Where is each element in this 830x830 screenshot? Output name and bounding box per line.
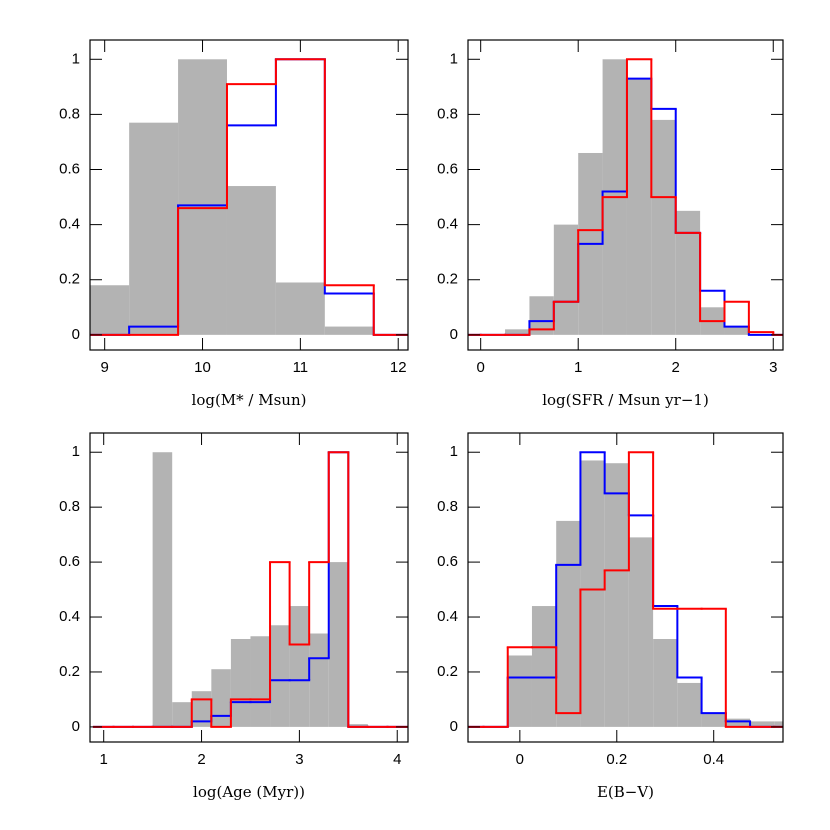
hist-bar	[556, 520, 581, 727]
y-tick-label: 0.8	[59, 498, 80, 515]
x-tick-label: 1	[100, 751, 108, 768]
x-axis-label: log(Age (Myr))	[193, 783, 305, 801]
y-tick-label: 0.2	[59, 271, 80, 288]
y-tick-label: 1	[450, 50, 458, 67]
y-tick-label: 0.2	[59, 663, 80, 680]
hist-bar	[507, 655, 532, 727]
x-tick-label: 0.4	[703, 751, 724, 768]
hist-bar	[172, 702, 192, 727]
hist-bar	[626, 78, 652, 335]
hist-bar	[677, 682, 702, 727]
y-tick-label: 0	[450, 718, 458, 735]
hist-bar	[289, 606, 310, 727]
x-tick-label: 2	[197, 751, 205, 768]
plot-area	[468, 58, 783, 336]
hist-bar	[505, 329, 530, 335]
hist-bar	[309, 633, 329, 727]
y-tick-label: 0.8	[437, 105, 458, 122]
y-tick-label: 0.8	[437, 498, 458, 515]
hist-bar	[725, 718, 751, 727]
frame	[467, 39, 784, 351]
y-tick-label: 1	[72, 50, 80, 67]
hist-bar	[226, 186, 276, 335]
hist-bar	[270, 625, 290, 727]
hist-bar	[152, 452, 173, 727]
hist-bar	[580, 460, 605, 727]
hist-bar	[651, 119, 676, 335]
y-tick-label: 0.2	[437, 663, 458, 680]
panel: 1 2 3 4 0 0.2 0.4 0.6 0.8 1 log(Age (Myr))	[59, 432, 409, 801]
hist-bar	[211, 669, 231, 727]
y-tick-label: 1	[72, 443, 80, 460]
hist-bar	[750, 721, 775, 727]
panel: 0 1 2 3 0 0.2 0.4 0.6 0.8 1 log(SFR / Msun yr−1)	[437, 39, 784, 409]
x-tick-label: 11	[293, 359, 309, 376]
x-tick-label: 0	[477, 359, 485, 376]
y-tick-label: 0.4	[59, 608, 80, 625]
x-axis-label: log(SFR / Msun yr−1)	[542, 391, 709, 409]
hist-bar	[250, 636, 271, 727]
y-tick-label: 0.4	[437, 608, 458, 625]
y-tick-label: 0	[72, 326, 80, 343]
frame	[89, 39, 409, 351]
hist-bar	[653, 639, 678, 727]
y-tick-label: 0.4	[437, 216, 458, 233]
x-tick-label: 2	[672, 359, 680, 376]
x-tick-label: 1	[574, 359, 582, 376]
plot-area	[92, 451, 408, 728]
y-tick-label: 0.6	[437, 553, 458, 570]
y-tick-label: 0.6	[437, 160, 458, 177]
y-tick-label: 1	[450, 443, 458, 460]
panel: 9 10 11 12 0 0.2 0.4 0.6 0.8 1 log(M* / Msun)	[59, 39, 409, 409]
hist-bar	[230, 639, 251, 727]
hist-bar	[531, 606, 557, 727]
hist-bar	[275, 282, 325, 335]
y-tick-label: 0.2	[437, 271, 458, 288]
frame	[467, 432, 784, 743]
hist-bar	[604, 463, 629, 727]
x-tick-label: 4	[393, 751, 401, 768]
x-tick-label: 10	[194, 359, 211, 376]
x-tick-label: 0.2	[606, 751, 627, 768]
y-tick-label: 0.8	[59, 105, 80, 122]
hist-bar	[328, 562, 349, 727]
plot-area	[90, 58, 408, 336]
hist-bar	[724, 326, 749, 335]
frame	[89, 432, 409, 743]
y-tick-label: 0.4	[59, 216, 80, 233]
y-tick-label: 0	[450, 326, 458, 343]
x-tick-label: 9	[101, 359, 109, 376]
hist-bar	[701, 713, 726, 727]
hist-bar	[90, 285, 130, 335]
hist-bar	[675, 210, 701, 335]
y-tick-label: 0.6	[59, 160, 80, 177]
hist-bar	[348, 724, 368, 727]
x-tick-label: 12	[390, 359, 407, 376]
hist-bar	[324, 326, 374, 335]
x-axis-label: E(B−V)	[597, 783, 654, 801]
panel: 0 0.2 0.4 0 0.2 0.4 0.6 0.8 1 E(B−V)	[437, 432, 784, 801]
plot-area	[468, 451, 783, 728]
hist-bar	[553, 224, 579, 335]
x-tick-label: 3	[295, 751, 303, 768]
x-tick-label: 0	[516, 751, 524, 768]
x-tick-label: 3	[769, 359, 777, 376]
hist-bar	[178, 59, 227, 335]
hist-bar	[129, 122, 179, 335]
hist-bar	[774, 721, 783, 727]
hist-bar	[628, 537, 654, 727]
y-tick-label: 0.6	[59, 553, 80, 570]
y-tick-label: 0	[72, 718, 80, 735]
x-axis-label: log(M* / Msun)	[192, 391, 307, 409]
